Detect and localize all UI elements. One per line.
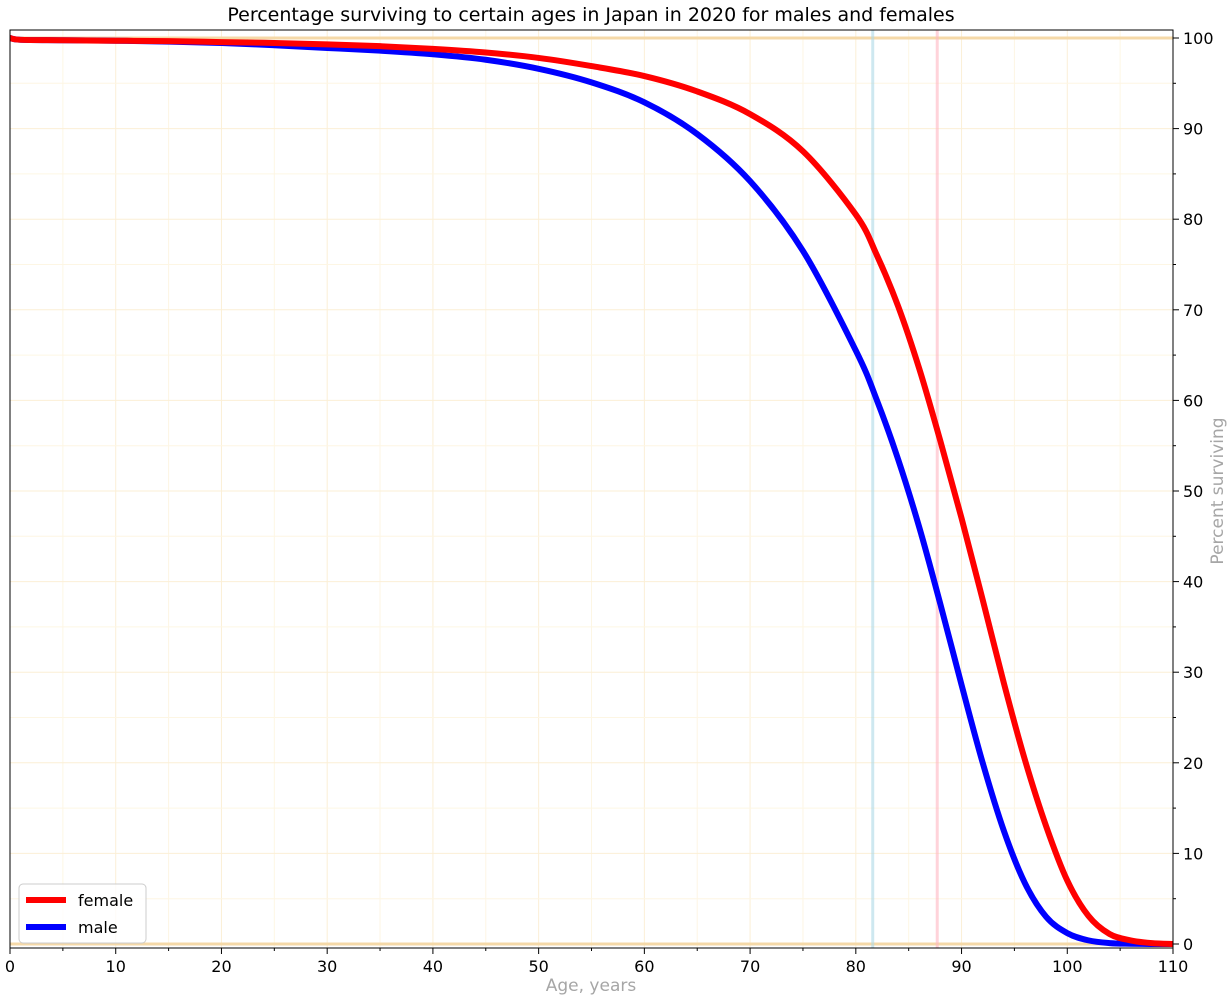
- y-axis-label: Percent surviving: [1208, 417, 1228, 564]
- y-tick-label: 100: [1183, 29, 1214, 48]
- x-tick-label: 10: [106, 957, 126, 976]
- x-tick-label: 50: [528, 957, 548, 976]
- y-tick-label: 50: [1183, 482, 1203, 501]
- x-tick-label: 70: [740, 957, 760, 976]
- y-tick-label: 70: [1183, 301, 1203, 320]
- y-tick-label: 60: [1183, 391, 1203, 410]
- y-tick-label: 30: [1183, 663, 1203, 682]
- legend-label-female: female: [78, 891, 133, 910]
- x-axis-ticks: 0 10 20 30 40 50 60 70 80 90 100 110: [5, 948, 1188, 976]
- y-tick-label: 40: [1183, 573, 1203, 592]
- x-tick-label: 30: [317, 957, 337, 976]
- y-tick-label: 80: [1183, 210, 1203, 229]
- x-tick-label: 40: [423, 957, 443, 976]
- y-tick-label: 10: [1183, 844, 1203, 863]
- series-lines: [9, 35, 1174, 948]
- series-line-female: [9, 35, 1174, 947]
- x-tick-label: 20: [211, 957, 231, 976]
- x-axis-label: Age, years: [546, 976, 637, 996]
- y-tick-label: 0: [1183, 935, 1193, 954]
- y-axis-ticks: 0 10 20 30 40 50 60 70 80 90 100: [1173, 29, 1214, 954]
- reference-lines: [10, 30, 1173, 948]
- x-tick-label: 60: [634, 957, 654, 976]
- x-tick-label: 90: [951, 957, 971, 976]
- x-tick-label: 0: [5, 957, 15, 976]
- y-tick-label: 20: [1183, 754, 1203, 773]
- grid: [10, 30, 1173, 948]
- x-tick-label: 110: [1158, 957, 1189, 976]
- legend: female male: [18, 883, 147, 944]
- legend-label-male: male: [78, 918, 118, 937]
- x-tick-label: 80: [846, 957, 866, 976]
- chart-title: Percentage surviving to certain ages in …: [227, 4, 954, 26]
- x-tick-label: 100: [1052, 957, 1083, 976]
- y-tick-label: 90: [1183, 120, 1203, 139]
